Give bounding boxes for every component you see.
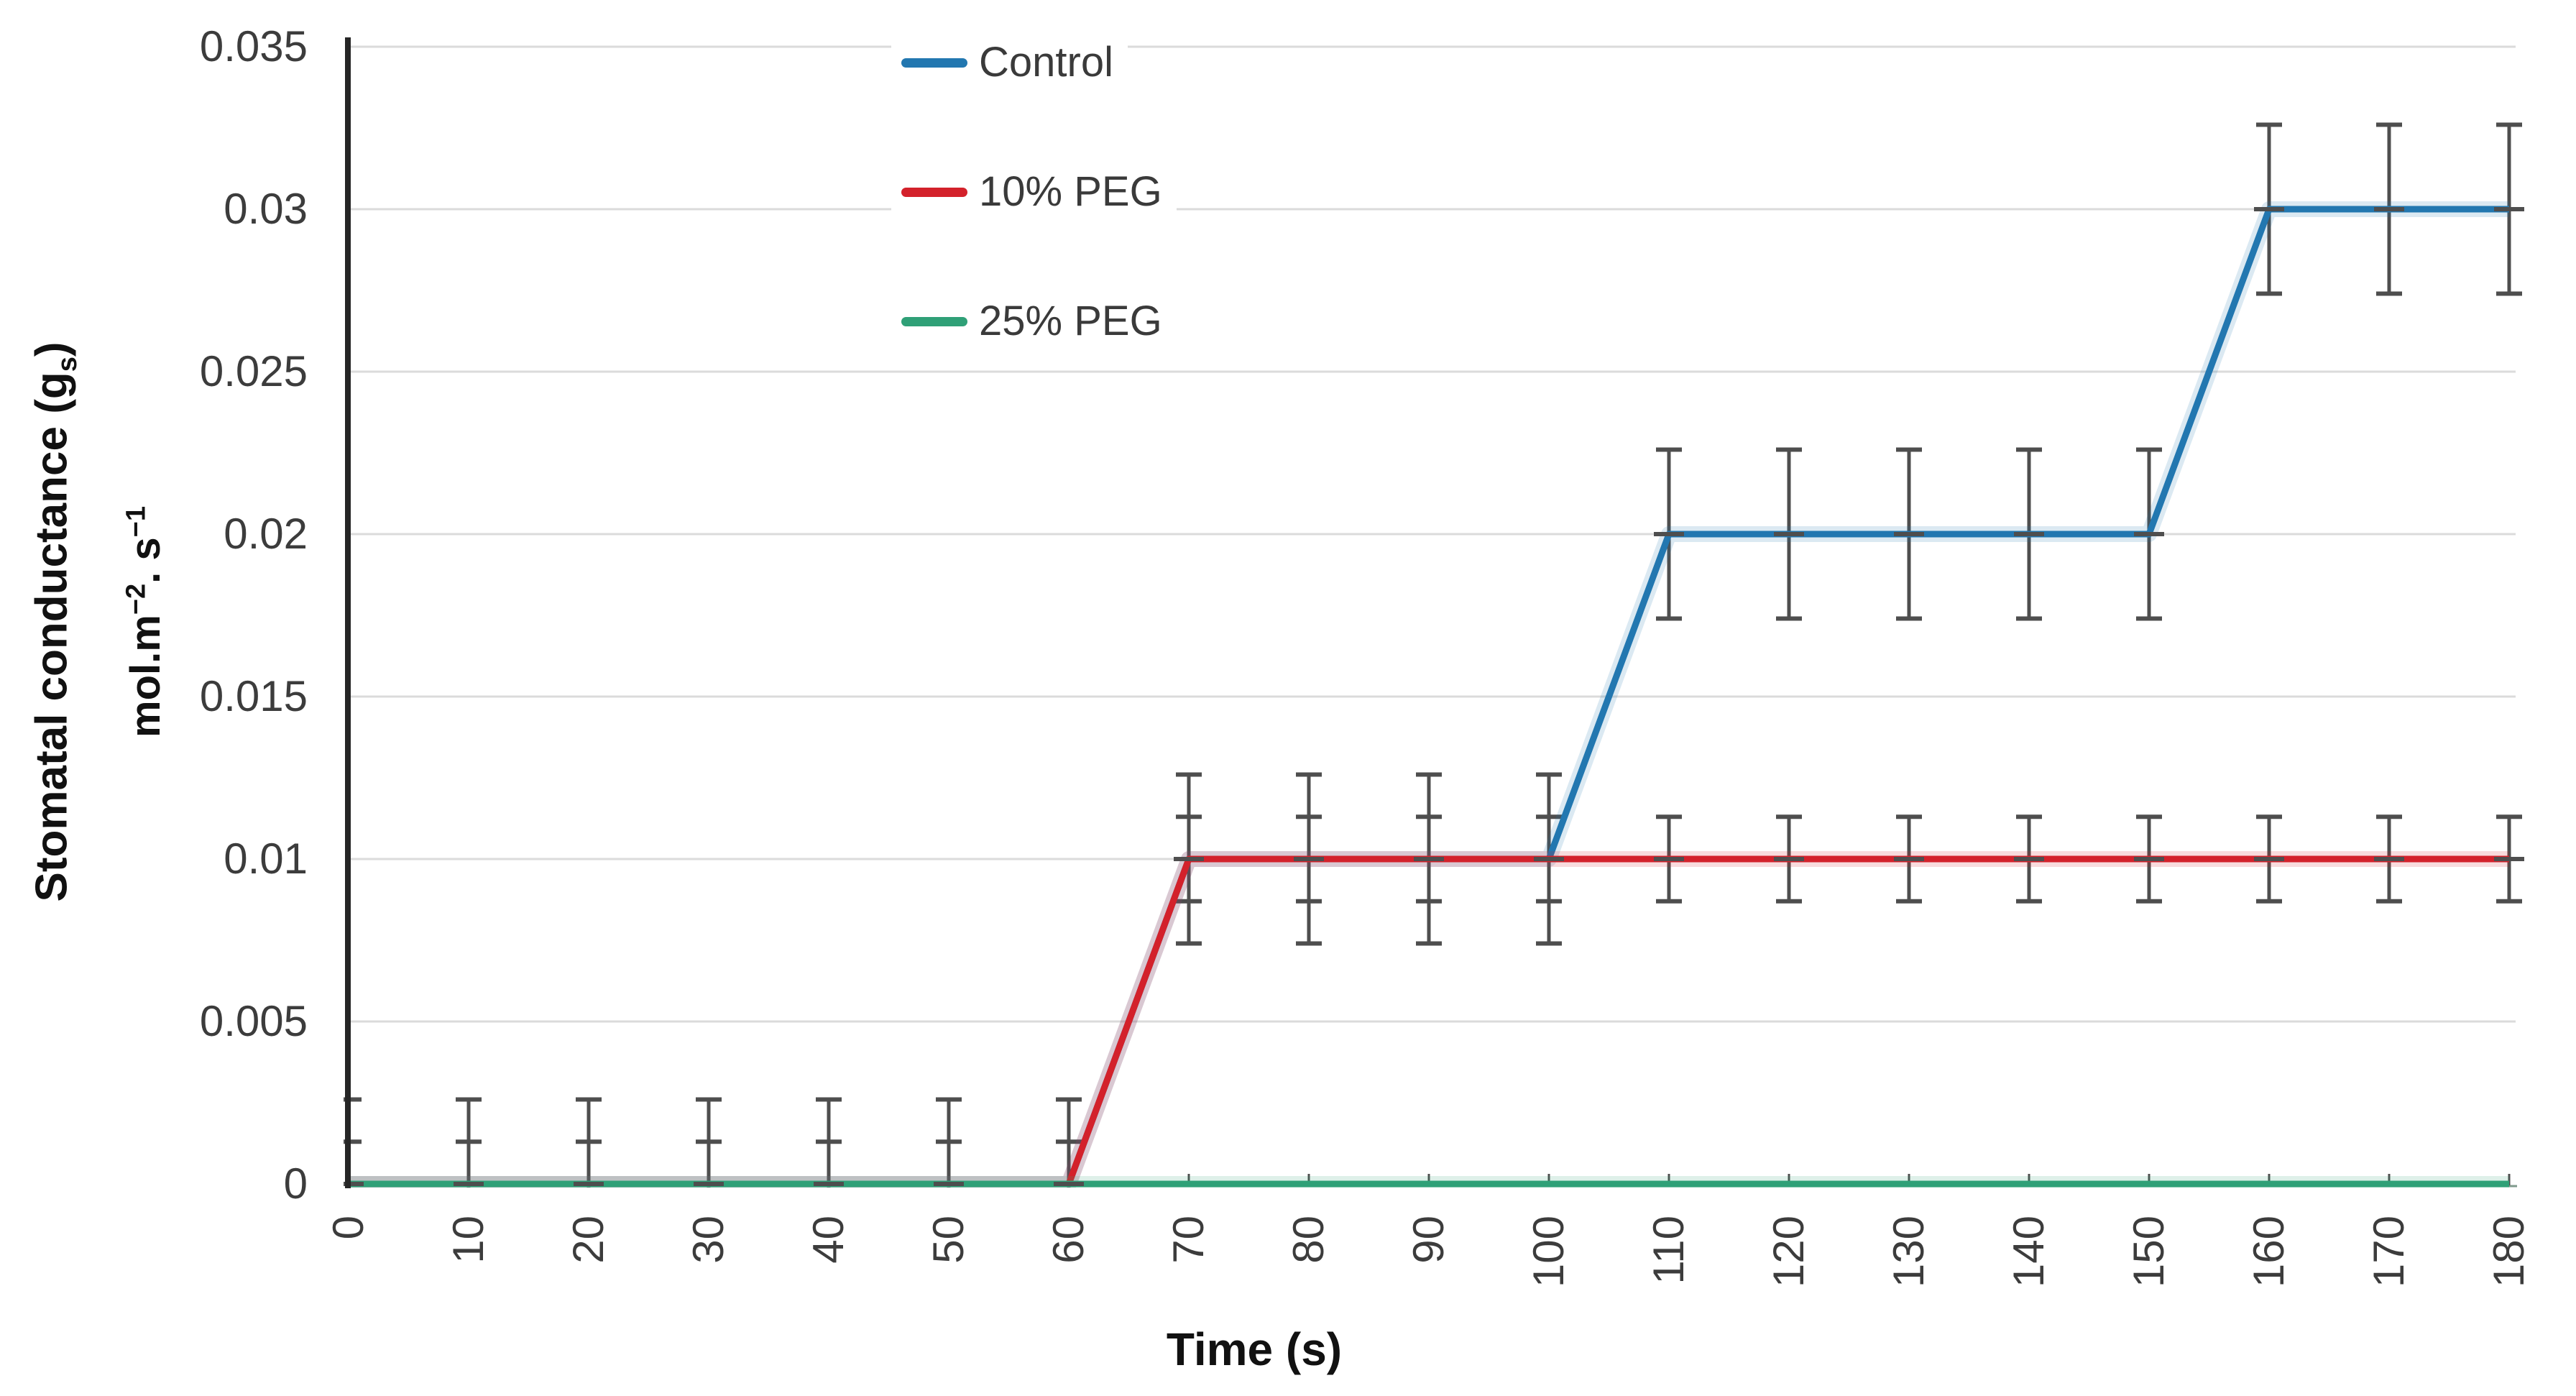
legend-swatch-icon [901, 58, 967, 68]
legend-swatch-icon [901, 316, 967, 326]
x-tick-label: 110 [1644, 1216, 1693, 1285]
legend-item-control: Control [891, 35, 1128, 91]
x-tick-label: 0 [324, 1216, 372, 1240]
x-tick-label: 50 [924, 1216, 972, 1264]
x-tick-label: 80 [1284, 1216, 1333, 1264]
x-tick-label: 10 [444, 1216, 492, 1264]
mean-tick-markers [344, 207, 2524, 1186]
x-tick-label: 30 [684, 1216, 732, 1264]
x-tick-label: 40 [804, 1216, 852, 1264]
x-tick-label: 140 [2005, 1216, 2053, 1288]
x-tick-label: 160 [2245, 1216, 2293, 1288]
y-tick-label: 0.015 [199, 672, 308, 720]
x-tick-label: 130 [1885, 1216, 1933, 1288]
x-tick-label: 170 [2365, 1216, 2413, 1288]
legend-swatch-icon [901, 187, 967, 197]
y-axis-title-line1: Stomatal conductance (gs) [27, 341, 83, 902]
x-tick-label: 180 [2485, 1216, 2533, 1288]
x-tick-label: 120 [1765, 1216, 1813, 1288]
y-tick-label: 0.03 [224, 185, 308, 233]
x-tick-label: 100 [1524, 1216, 1573, 1288]
x-tick-label: 90 [1404, 1216, 1453, 1264]
y-tick-label: 0.005 [199, 997, 308, 1045]
y-tick-label: 0.01 [224, 835, 308, 883]
x-tick-label: 150 [2125, 1216, 2173, 1288]
x-tick-label: 70 [1164, 1216, 1213, 1264]
legend-label: 10% PEG [979, 168, 1162, 215]
x-tick-label: 20 [564, 1216, 612, 1264]
y-axis-title: Stomatal conductance (gs) mol.m−2. s−1 [18, 341, 181, 901]
legend-item-25-peg: 25% PEG [891, 293, 1177, 349]
legend-label: 25% PEG [979, 298, 1162, 344]
x-axis-title: Time (s) [1166, 1323, 1343, 1375]
y-axis-title-units: mol.m−2. s−1 [121, 506, 170, 738]
gridlines [350, 45, 2516, 1023]
y-tick-label: 0.025 [199, 347, 308, 395]
y-tick-label: 0 [283, 1159, 308, 1208]
legend-item-10-peg: 10% PEG [891, 164, 1177, 220]
legend-label: Control [979, 39, 1113, 86]
x-tick-label: 60 [1044, 1216, 1092, 1264]
y-tick-label: 0.035 [199, 22, 308, 70]
y-tick-label: 0.02 [224, 510, 308, 558]
y-axis-line [345, 37, 351, 1188]
